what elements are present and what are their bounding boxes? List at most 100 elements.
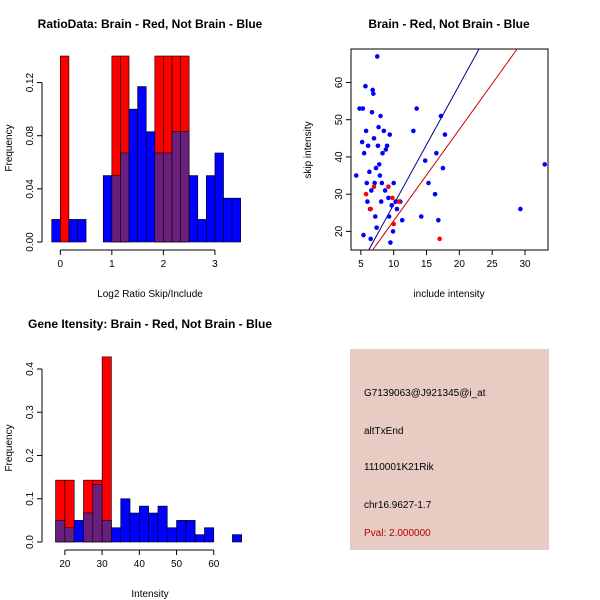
gene-not-brain-bar — [139, 505, 149, 543]
gene-x-tick-label: 60 — [208, 559, 220, 570]
scatter-brain-point — [363, 191, 369, 197]
gene-bars — [55, 356, 242, 543]
scatter-not-brain-point — [388, 240, 393, 245]
gene-y-tick-label: 0.1 — [25, 491, 36, 505]
gene-y-axis-label: Frequency — [4, 424, 15, 471]
scatter-not-brain-point — [367, 169, 372, 175]
scatter-not-brain-point — [369, 109, 375, 115]
scatter-not-brain-point — [360, 106, 366, 111]
scatter-not-brain-point — [372, 214, 378, 219]
scatter-not-brain-point — [389, 203, 395, 208]
scatter-not-brain-point — [418, 214, 424, 219]
ratio-histogram-panel: RatioData: Brain - Red, Not Brain - Blue… — [4, 17, 263, 300]
gene-not-brain-bar — [176, 520, 187, 543]
scatter-not-brain-point — [381, 128, 387, 134]
ratio-y-tick-label: 0.04 — [25, 179, 36, 199]
gene-chart-title: Gene Itensity: Brain - Red, Not Brain - … — [28, 317, 272, 331]
scatter-brain-fit-line — [372, 48, 518, 251]
ratio-overlap-bar — [111, 175, 121, 243]
scatter-brain-point — [368, 206, 374, 212]
scatter-not-brain-point — [371, 136, 377, 141]
scatter-not-brain-point — [369, 188, 374, 193]
scatter-not-brain-point — [399, 217, 405, 223]
ratio-brain-bar — [60, 55, 70, 243]
event-type-text: altTxEnd — [364, 426, 403, 437]
gene-not-brain-bar — [73, 520, 84, 543]
ratio-not-brain-bar — [188, 175, 199, 243]
scatter-not-brain-point — [383, 147, 389, 152]
gene-intensity-panel: Gene Itensity: Brain - Red, Not Brain - … — [4, 317, 272, 600]
scatter-brain-point — [390, 195, 395, 201]
scatter-not-brain-point — [394, 206, 400, 212]
ratio-y-tick-label: 0.00 — [25, 232, 36, 252]
scatter-not-brain-point — [422, 158, 428, 163]
scatter-x-tick-label: 25 — [487, 259, 499, 270]
info-panel: G7139063@J921345@i_at altTxEnd 1110001K2… — [350, 349, 549, 550]
gene-not-brain-bar — [157, 505, 168, 543]
ratio-x-tick-label: 3 — [212, 259, 218, 270]
scatter-y-tick-label: 40 — [334, 151, 345, 163]
gene-y-tick-label: 0.0 — [25, 535, 36, 549]
ratio-not-brain-bar — [51, 219, 61, 243]
ratio-y-tick-label: 0.08 — [25, 126, 36, 146]
gene-not-brain-bar — [194, 534, 205, 543]
gene-overlap-bar — [55, 520, 66, 543]
ratio-chart-title: RatioData: Brain - Red, Not Brain - Blue — [38, 17, 263, 31]
gene-y-tick-label: 0.2 — [25, 448, 36, 462]
scatter-not-brain-point — [393, 199, 398, 204]
gene-x-tick-label: 20 — [59, 559, 71, 570]
scatter-not-brain-point — [374, 225, 379, 230]
scatter-x-tick-label: 5 — [358, 259, 364, 270]
gene-overlap-bar — [92, 484, 103, 543]
gene-x-tick-label: 50 — [171, 559, 183, 570]
scatter-x-tick-label: 30 — [519, 259, 531, 270]
ratio-axes: 0.00 0.04 0.08 0.12 0 1 2 3 — [25, 72, 218, 270]
info-box-background — [350, 349, 549, 550]
scatter-not-brain-point — [359, 139, 365, 145]
scatter-not-brain-point — [436, 217, 441, 223]
ratio-x-tick-label: 0 — [58, 259, 64, 270]
ratio-x-tick-label: 1 — [109, 259, 115, 270]
scatter-not-brain-point — [370, 87, 375, 93]
ratio-not-brain-bar — [223, 197, 233, 243]
scatter-not-brain-point — [426, 180, 431, 186]
scatter-not-brain-point — [390, 229, 396, 234]
scatter-points — [353, 54, 548, 245]
scatter-fit-lines — [368, 48, 518, 251]
ratio-overlap-bar — [120, 152, 130, 243]
gene-not-brain-bar — [232, 534, 242, 543]
ratio-bars — [51, 55, 241, 243]
scatter-not-brain-point — [365, 143, 371, 149]
scatter-not-brain-point — [379, 180, 385, 186]
ratio-overlap-bar — [180, 131, 190, 243]
ratio-overlap-bar — [163, 152, 173, 243]
gene-overlap-bar — [64, 527, 75, 543]
gene-overlap-bar — [101, 520, 112, 543]
ratio-not-brain-bar — [197, 219, 207, 243]
scatter-not-brain-point — [414, 106, 419, 111]
scatter-not-brain-point — [382, 188, 388, 193]
gene-name-text: 1110001K21Rik — [364, 462, 435, 473]
scatter-plot-box — [350, 48, 549, 251]
scatter-x-axis-label: include intensity — [413, 289, 484, 300]
scatter-not-brain-point — [386, 195, 391, 201]
scatter-panel: Brain - Red, Not Brain - Blue include in… — [303, 17, 549, 300]
ratio-y-tick-label: 0.12 — [25, 72, 36, 92]
scatter-not-brain-point — [432, 191, 438, 197]
scatter-not-brain-point — [357, 106, 362, 111]
scatter-not-brain-point — [384, 143, 390, 149]
gene-not-brain-bar — [148, 512, 159, 543]
ratio-not-brain-bar — [206, 175, 216, 243]
scatter-not-brain-point — [434, 150, 439, 156]
gene-not-brain-bar — [185, 520, 196, 543]
ratio-x-axis-label: Log2 Ratio Skip/Include — [97, 289, 203, 300]
scatter-axes: 5 10 15 20 25 30 20 30 40 50 60 — [334, 77, 531, 270]
scatter-not-brain-point — [353, 173, 359, 178]
scatter-not-brain-point — [391, 180, 396, 186]
scatter-y-axis-label: skip intensity — [303, 121, 314, 178]
ratio-y-axis-label: Frequency — [4, 124, 15, 171]
scatter-not-brain-point — [376, 162, 382, 167]
ratio-x-tick-label: 2 — [161, 259, 167, 270]
ratio-overlap-bar — [171, 131, 181, 243]
scatter-y-tick-label: 20 — [334, 225, 345, 237]
